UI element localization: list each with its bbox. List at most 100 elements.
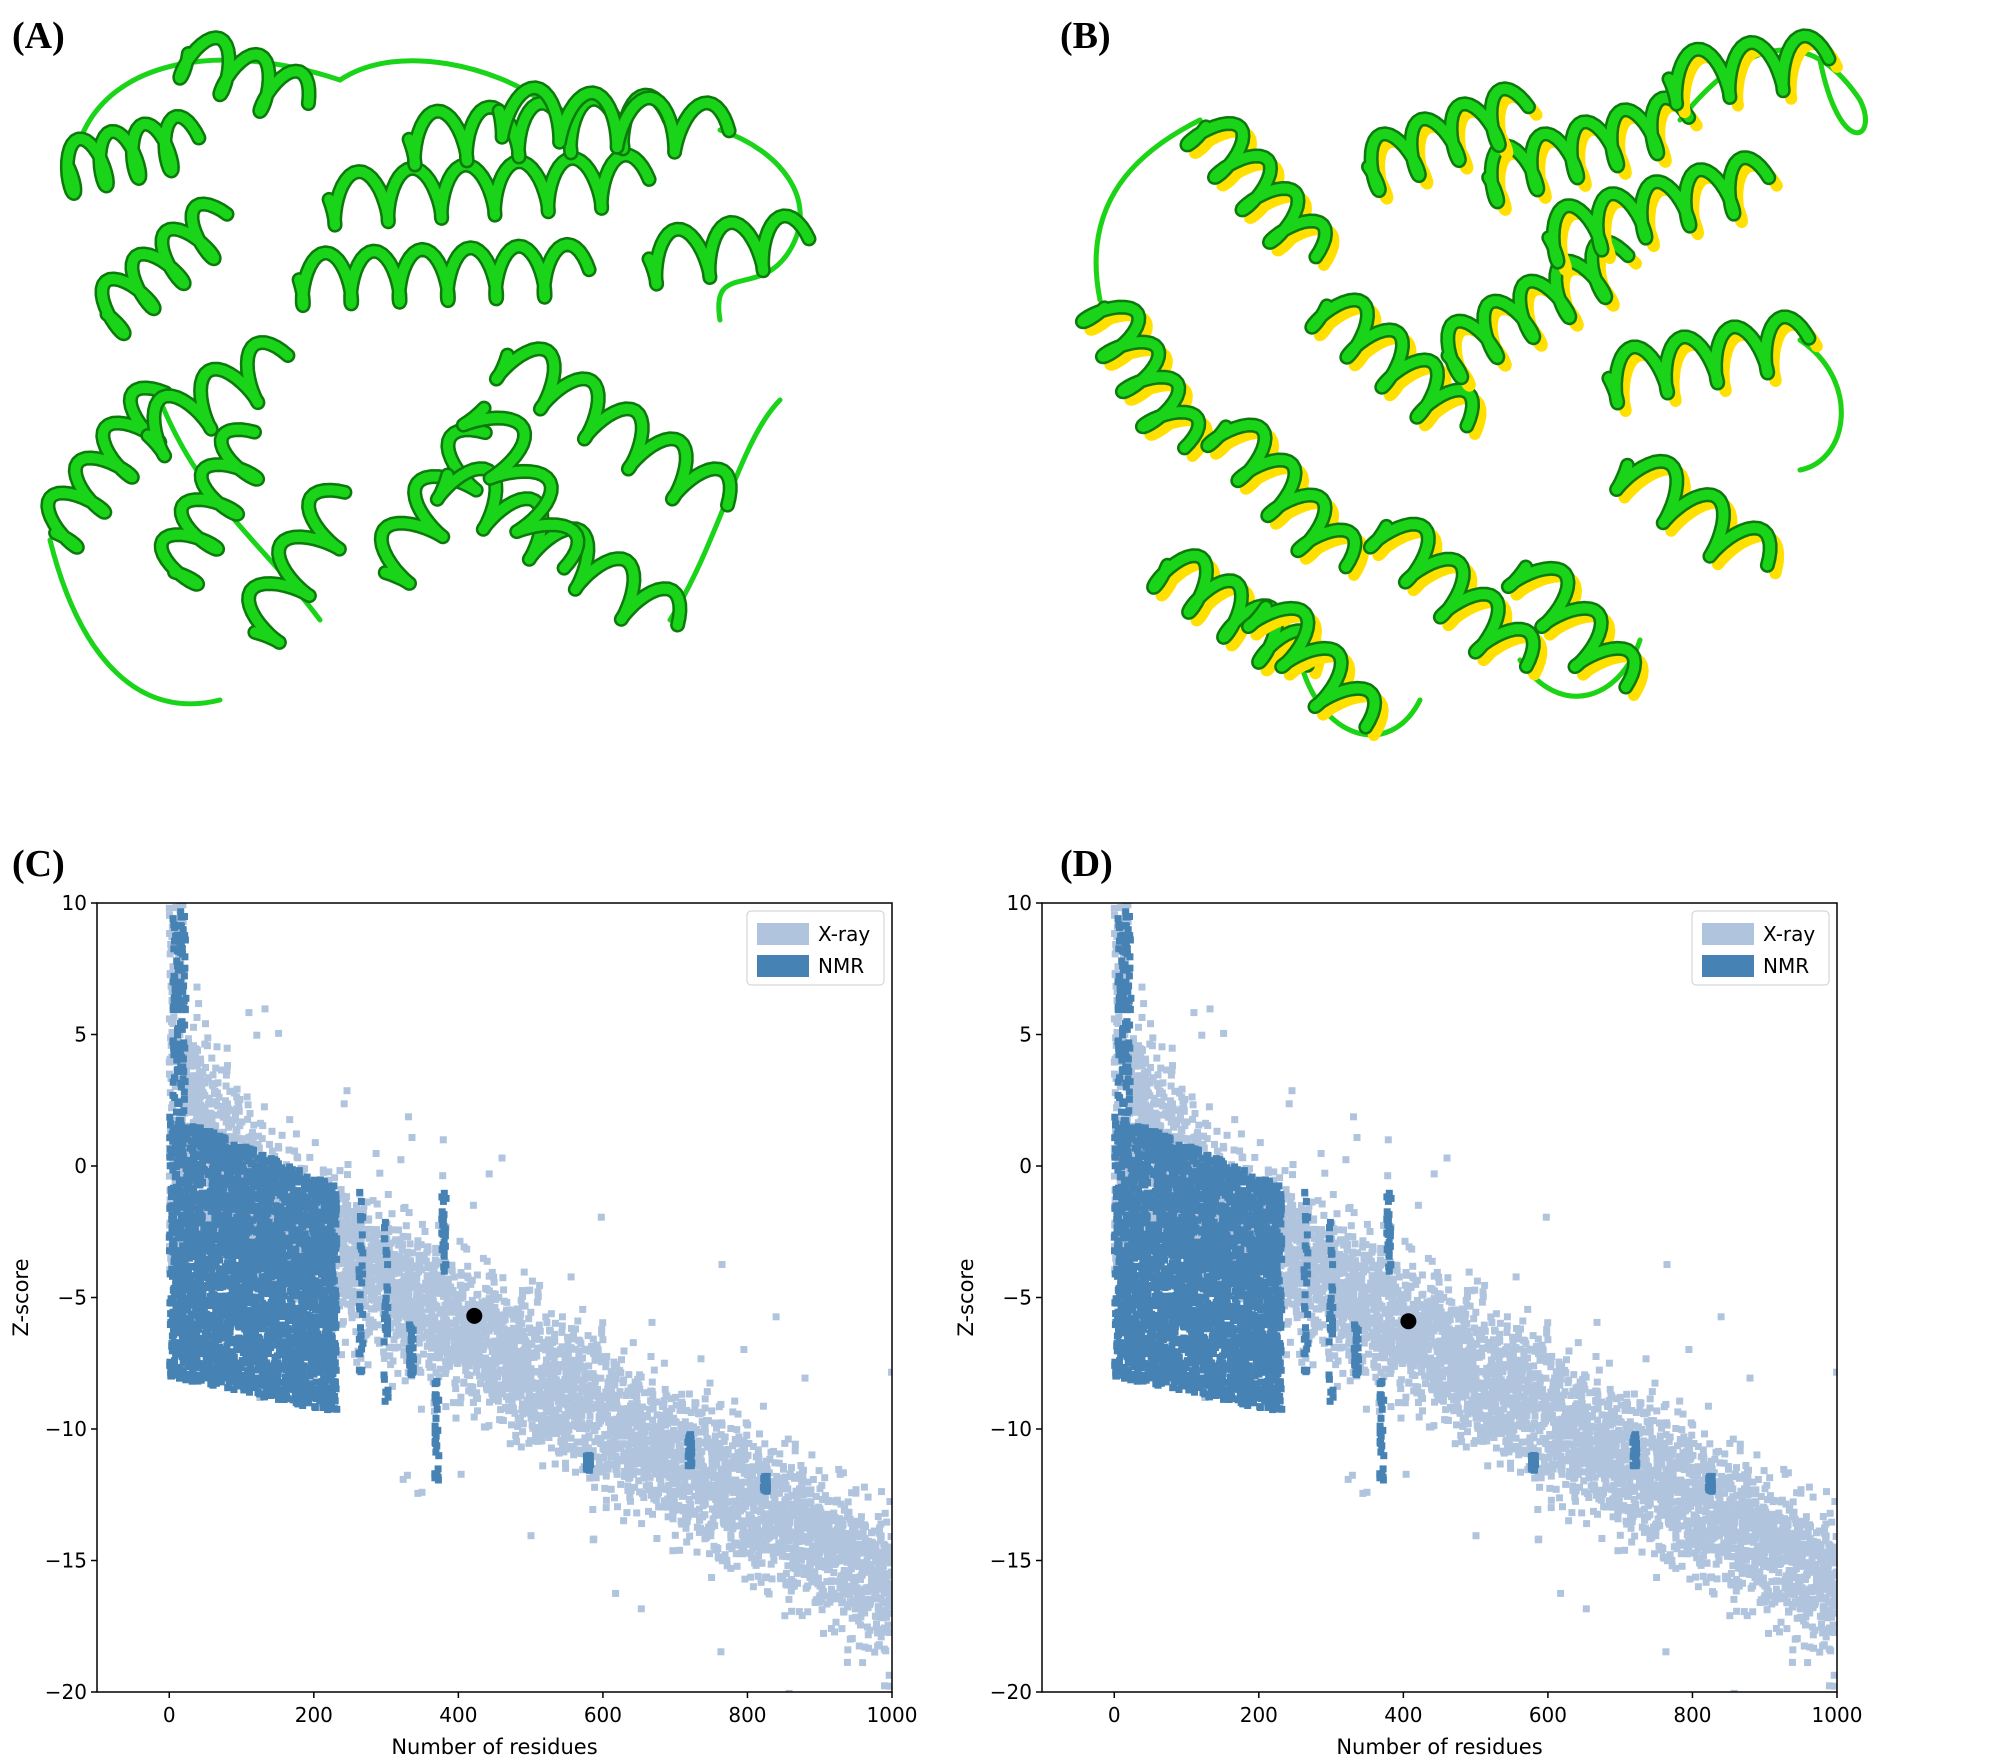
xray-point: [508, 1373, 516, 1381]
xray-point: [509, 1324, 517, 1332]
xray-point: [491, 1353, 499, 1361]
xray-point: [393, 1317, 401, 1325]
xray-point: [348, 1296, 356, 1303]
xray-point: [734, 1541, 742, 1549]
xray-point: [856, 1559, 864, 1567]
xray-point: [655, 1503, 663, 1511]
xray-point: [427, 1373, 435, 1381]
xray-point: [354, 1251, 362, 1259]
xray-point: [638, 1490, 646, 1497]
xray-point: [249, 1129, 256, 1137]
xray-point: [770, 1556, 778, 1564]
xray-point: [375, 1296, 383, 1304]
xray-point: [846, 1539, 854, 1547]
xray-point: [612, 1375, 620, 1383]
xray-point: [514, 1378, 522, 1386]
helix-ribbon: [458, 403, 583, 574]
xray-point: [538, 1437, 546, 1445]
xray-point: [209, 1071, 217, 1079]
xray-point: [868, 1538, 876, 1546]
xray-point: [618, 1424, 626, 1432]
xray-point: [744, 1421, 752, 1429]
xray-point: [633, 1399, 641, 1407]
xray-point: [528, 1277, 536, 1285]
xray-point: [555, 1349, 563, 1357]
xray-point: [757, 1578, 765, 1586]
xray-point: [779, 1548, 787, 1556]
xray-point: [827, 1585, 835, 1593]
xray-point: [870, 1527, 878, 1535]
xray-point: [808, 1451, 816, 1459]
xray-point: [401, 1203, 409, 1211]
xray-point: [348, 1291, 356, 1299]
xray-point: [346, 1221, 354, 1229]
xray-point: [851, 1526, 859, 1534]
xray-point: [542, 1394, 550, 1401]
xray-point: [797, 1462, 805, 1469]
xray-point: [744, 1540, 752, 1548]
xray-point: [799, 1516, 807, 1524]
xray-point: [804, 1478, 812, 1486]
xray-point: [611, 1370, 619, 1378]
xray-point: [710, 1448, 718, 1456]
xray-point: [622, 1415, 629, 1423]
xray-point: [838, 1516, 846, 1524]
xray-point: [809, 1552, 817, 1560]
xray-point: [483, 1382, 490, 1390]
xray-point: [634, 1468, 642, 1476]
xray-point: [687, 1500, 695, 1508]
xray-point: [670, 1507, 677, 1515]
xray-point: [181, 1050, 189, 1058]
xray-point: [395, 1241, 403, 1249]
xray-point: [484, 1378, 492, 1386]
xray-point: [776, 1450, 784, 1458]
xray-point: [375, 1339, 383, 1347]
xray-point: [851, 1579, 859, 1586]
xray-point: [752, 1507, 760, 1514]
xray-point: [627, 1469, 635, 1476]
xray-point: [392, 1279, 400, 1287]
xray-point: [464, 1262, 472, 1270]
xray-point: [525, 1315, 533, 1323]
xray-point: [584, 1332, 592, 1340]
xray-point: [793, 1496, 801, 1504]
xray-point: [258, 1135, 266, 1143]
xray-point: [627, 1487, 635, 1495]
xray-point: [490, 1379, 498, 1387]
xray-point: [795, 1608, 803, 1616]
xray-point: [371, 1291, 379, 1299]
xray-point: [541, 1423, 549, 1430]
xray-point: [725, 1522, 733, 1530]
xray-point: [879, 1584, 887, 1592]
xray-point: [598, 1325, 606, 1333]
xray-point: [425, 1305, 433, 1313]
xray-point: [712, 1472, 720, 1480]
xray-point: [860, 1600, 868, 1607]
xray-point: [846, 1635, 854, 1643]
xray-point: [536, 1281, 544, 1289]
xray-point: [573, 1438, 581, 1446]
xray-point: [812, 1493, 820, 1500]
xray-point: [245, 1133, 253, 1141]
xray-point: [533, 1352, 541, 1360]
xray-point: [615, 1391, 623, 1399]
xray-point: [435, 1221, 443, 1229]
xray-point: [624, 1430, 632, 1438]
xray-point: [375, 1258, 382, 1266]
xray-point: [501, 1381, 509, 1389]
xray-point: [518, 1287, 526, 1294]
xray-point: [416, 1334, 424, 1342]
xray-point: [432, 1369, 440, 1377]
xray-point: [767, 1486, 775, 1494]
xray-point: [676, 1546, 684, 1554]
xray-point: [610, 1358, 618, 1366]
xray-point: [197, 1055, 204, 1063]
protein-superposition-image-b: [1074, 28, 1868, 741]
xray-point: [468, 1389, 476, 1397]
xray-point: [586, 1474, 594, 1482]
xray-point: [638, 1412, 646, 1420]
xray-point: [683, 1407, 691, 1415]
xray-point: [417, 1368, 425, 1376]
xray-point: [527, 1308, 535, 1316]
xray-point: [838, 1523, 846, 1531]
